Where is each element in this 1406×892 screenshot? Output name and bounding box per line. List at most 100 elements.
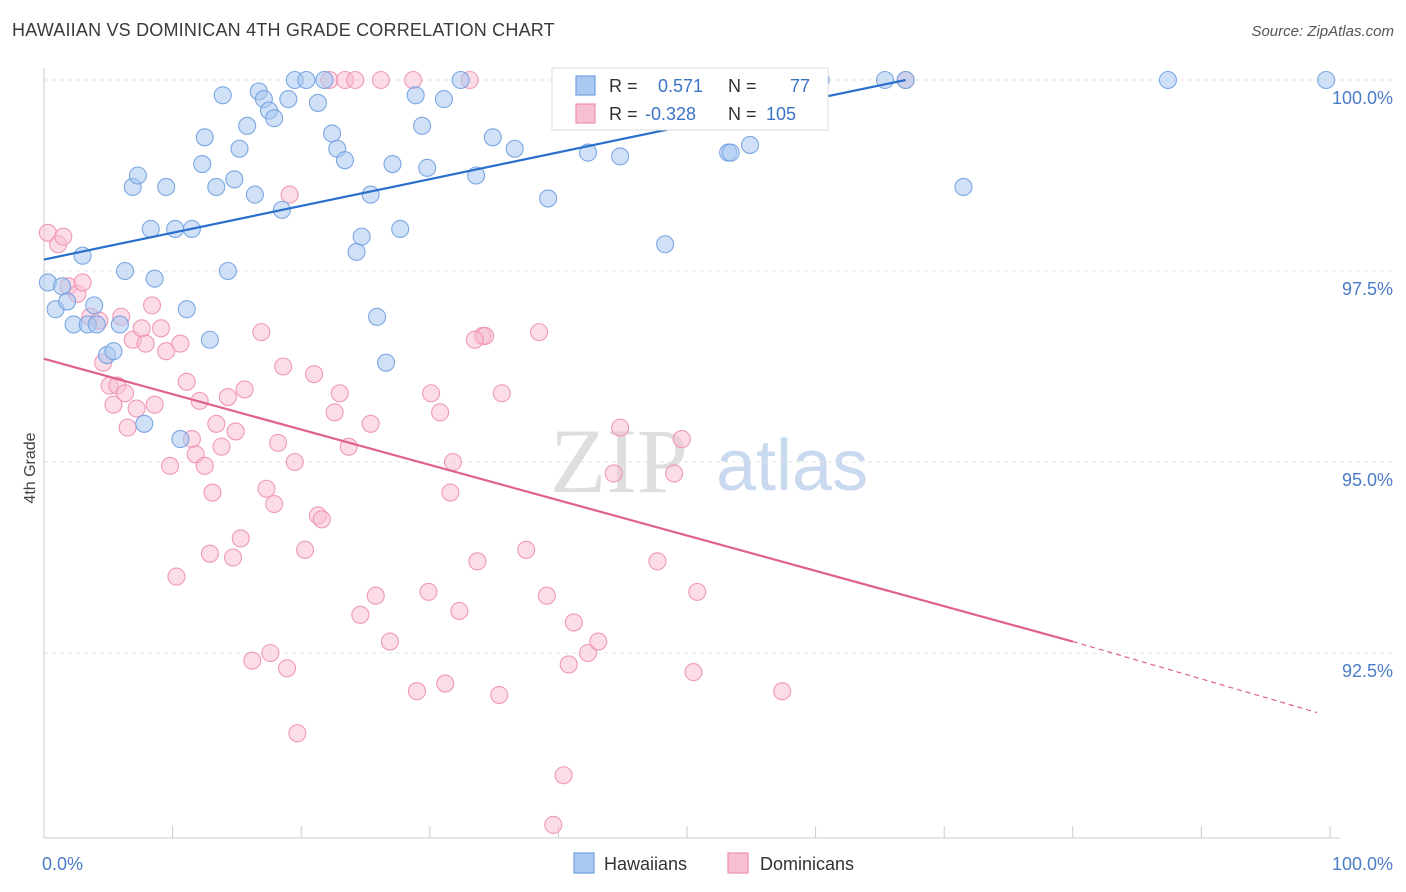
hawaiians-point (361, 185, 380, 204)
dominicans-point (226, 422, 245, 441)
hawaiians-point (740, 135, 760, 154)
dominicans-point (252, 323, 271, 342)
dominicans-point (288, 724, 307, 743)
dominicans-point (648, 552, 667, 571)
dominicans-point (167, 567, 186, 586)
correlation-legend-box (551, 67, 829, 131)
x-tick-label-end: 100.0% (1332, 854, 1393, 874)
dominicans-point (243, 651, 262, 670)
dominicans-point (285, 452, 304, 472)
dominicans-point (171, 334, 190, 353)
dominicans-point (177, 372, 196, 391)
hawaiians-point (656, 235, 675, 254)
dominicans-point (145, 395, 164, 414)
correlation-legend: R = 0.571 N = 77 R = -0.328 N = 105 (551, 67, 829, 131)
hawaiians-point (406, 86, 425, 105)
bottom-legend-dominicans: Dominicans (760, 854, 854, 874)
dominicans-point (200, 544, 219, 563)
dominicans-point (371, 70, 390, 90)
legend-swatch-hawaiians (575, 75, 596, 96)
dominicans-point (312, 510, 331, 529)
bottom-legend-swatch-hawaiians (573, 852, 595, 874)
hawaiians-point (315, 70, 334, 90)
hawaiians-point (451, 70, 470, 90)
dominicans-point (443, 452, 462, 472)
hawaiians-point (225, 170, 244, 189)
dominicans-points (38, 70, 915, 834)
dominicans-point (54, 227, 73, 246)
hawaiians-point (335, 151, 354, 170)
dominicans-point (672, 430, 691, 449)
dominicans-point (136, 334, 155, 353)
hawaiians-point (171, 430, 190, 449)
hawaiians-point (505, 139, 524, 158)
dominicans-point (407, 682, 426, 701)
source-credit: Source: ZipAtlas.com (1251, 23, 1394, 40)
hawaiians-point (195, 128, 214, 147)
legend-n-value-2: 105 (766, 104, 796, 124)
hawaiians-point (135, 414, 154, 433)
y-tick-label: 97.5% (1342, 279, 1393, 299)
dominicans-point (537, 586, 556, 605)
dominicans-trend-line (43, 357, 1074, 643)
hawaiians-point (323, 124, 342, 143)
gridlines (44, 79, 1395, 654)
x-tick-labels: 0.0% 100.0% (42, 854, 1393, 874)
dominicans-point (115, 384, 135, 403)
dominicans-point (212, 437, 231, 456)
dominicans-point (157, 342, 176, 361)
hawaiians-point (721, 143, 740, 162)
dominicans-point (361, 414, 380, 433)
dominicans-point (564, 613, 583, 632)
hawaiians-point (279, 90, 298, 109)
hawaiians-point (245, 185, 264, 204)
hawaiians-point (391, 219, 410, 239)
dominicans-point (559, 655, 578, 674)
dominicans-point (578, 643, 598, 663)
hawaiians-point (578, 143, 598, 162)
dominicans-point (346, 70, 365, 90)
dominicans-point (195, 456, 214, 475)
dominicans-point (261, 643, 280, 663)
dominicans-point (151, 319, 171, 338)
hawaiians-point (141, 219, 160, 239)
axes (43, 68, 1340, 839)
dominicans-point (492, 384, 511, 403)
legend-r-label-1: R = (609, 76, 638, 96)
dominicans-point (431, 403, 450, 422)
dominicans-point (160, 456, 180, 475)
bottom-legend-hawaiians: Hawaiians (604, 854, 687, 874)
dominicans-point (465, 330, 484, 349)
bottom-legend-swatch-dominicans (727, 852, 749, 874)
hawaiians-point (308, 93, 327, 112)
dominicans-point (269, 433, 288, 452)
y-tick-label: 95.0% (1342, 470, 1393, 490)
hawaiians-point (383, 154, 402, 174)
hawaiians-point (200, 330, 219, 349)
hawaiians-point (104, 342, 123, 361)
hawaiians-point (297, 70, 316, 90)
dominicans-point (589, 632, 608, 651)
legend-r-label-2: R = (609, 104, 638, 124)
hawaiians-point (128, 166, 147, 185)
dominicans-point (404, 70, 423, 90)
hawaiians-point (157, 177, 176, 197)
hawaiians-point (230, 139, 249, 158)
dominicans-point (517, 540, 536, 559)
dominicans-point (118, 418, 137, 437)
dominicans-point (132, 319, 151, 338)
hawaiians-point (52, 277, 72, 296)
y-tick-labels: 92.5% 95.0% 97.5% 100.0% (1332, 88, 1393, 681)
x-tick-label-start: 0.0% (42, 854, 83, 874)
dominicans-point (265, 494, 284, 514)
dominicans-point (73, 273, 92, 292)
dominicans-point (419, 582, 438, 601)
dominicans-point (554, 766, 573, 785)
y-axis-label: 4th Grade (22, 432, 39, 503)
legend-n-label-1: N = (728, 76, 757, 96)
dominicans-point (468, 552, 487, 571)
y-tick-label: 100.0% (1332, 88, 1393, 108)
hawaiians-point (483, 128, 502, 147)
dominicans-point (231, 529, 250, 548)
